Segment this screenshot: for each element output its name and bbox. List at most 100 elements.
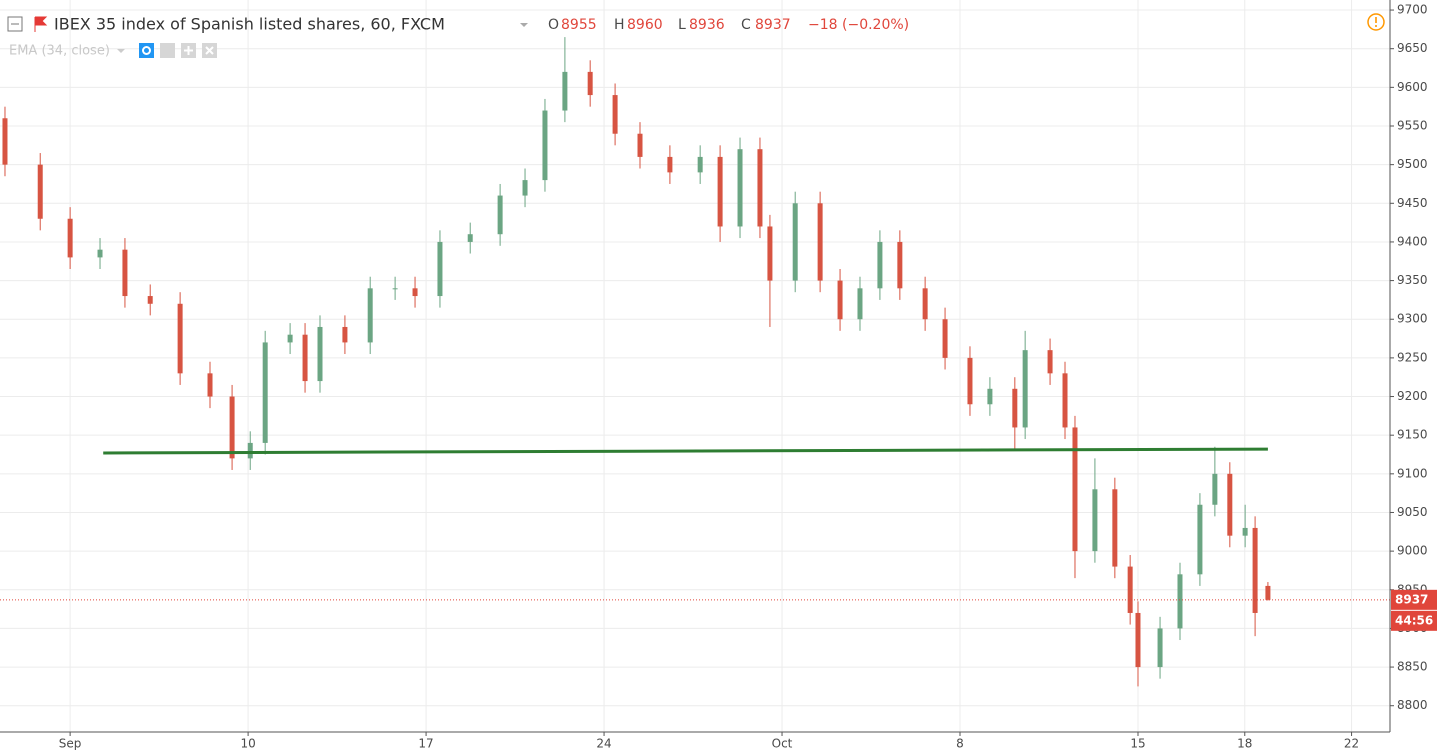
candle-body [522,180,528,196]
candle-body [1135,612,1141,668]
candle-body [1212,473,1218,505]
candle-body [922,288,928,320]
candle-body [122,249,128,297]
y-tick-label: 9300 [1397,312,1428,326]
candle-body [562,71,568,111]
eye-icon [142,46,151,55]
candle-body [467,234,473,242]
flag-icon[interactable] [34,16,48,32]
y-tick-label: 9100 [1397,466,1428,480]
candle-body [1112,489,1118,567]
candle-body [1227,473,1233,536]
change-value: −18 (−0.20%) [808,17,909,33]
candle-body [317,326,323,382]
x-tick-label: 10 [240,737,255,751]
y-tick-label: 9250 [1397,350,1428,364]
x-tick-label: 24 [596,737,611,751]
y-tick-label: 9700 [1397,3,1428,17]
candle-body [792,203,798,281]
candle-body [667,156,673,173]
candle-body [1252,527,1258,613]
dropdown-arrow[interactable] [520,23,528,27]
candle-body [942,319,948,358]
candle-body [1265,585,1271,600]
candle-body [1157,628,1163,668]
close-value: 8937 [755,17,791,33]
countdown-badge [1391,610,1437,631]
candle-body [737,149,743,227]
candle-body [1197,504,1203,575]
ohlc-legend: O 8955 H 8960 L 8936 8937 C 8937 −18 (−0… [548,17,909,33]
y-tick-label: 9400 [1397,234,1428,248]
candle-body [897,241,903,289]
last-price-badge [1391,589,1437,610]
high-value: 8960 [627,17,663,33]
candle-body [1092,489,1098,552]
indicator-label: EMA (34, close) [9,44,110,59]
y-tick-label: 9000 [1397,544,1428,558]
y-tick-label: 9200 [1397,389,1428,403]
candle-body [302,334,308,382]
x-tick-label: 8 [956,737,964,751]
countdown-label: 44:56 [1395,613,1433,627]
candle-body [412,288,418,297]
candle-body [817,203,823,281]
candle-body [229,396,235,459]
candle-body [207,373,213,397]
candle-body [612,95,618,134]
x-tick-label: 18 [1237,737,1252,751]
candle-body [837,280,843,320]
x-tick-label: Sep [59,737,82,751]
candle-body [697,156,703,173]
y-tick-label: 9600 [1397,80,1428,94]
candle-body [262,342,268,443]
x-tick-label: 22 [1344,737,1359,751]
visibility-button[interactable] [139,43,154,58]
candle-body [177,303,183,374]
x-tick-label: 17 [418,737,433,751]
candle-body [437,241,443,297]
candle-body [67,218,73,258]
button-icons [184,46,214,55]
candle-body [1072,427,1078,552]
open-value: 8955 [561,17,597,33]
candle-body [287,334,293,343]
y-tick-label: 8800 [1397,698,1428,712]
candle-body [987,388,993,405]
settings-button[interactable] [160,43,175,58]
candle-body [1127,566,1133,613]
candle-body [587,71,593,96]
candle-body [967,357,973,405]
candle-body [497,195,503,235]
low-value: 8936 [689,17,725,33]
candle-body [2,118,8,165]
y-tick-label: 8850 [1397,660,1428,674]
open-label: O [548,17,559,33]
candle-body [877,241,883,289]
candle-body [1047,350,1053,374]
candle-body [147,296,153,304]
candle-body [342,326,348,343]
grid [0,0,1390,732]
candle-body [1177,574,1183,629]
plot [0,37,1390,687]
trend-line [103,447,1268,455]
candle-body [717,156,723,227]
last-price-label: 8937 [1395,592,1428,606]
candle-body [1022,350,1028,428]
indicator-dropdown[interactable] [117,49,125,53]
x-tick-label: 15 [1130,737,1145,751]
candle-body [1012,388,1018,428]
x-tick-label: Oct [772,737,793,751]
y-tick-label: 9350 [1397,273,1428,287]
candle-body [857,288,863,320]
axes: 8800885089008950900090509100915092009250… [59,3,1437,751]
y-tick-label: 9450 [1397,196,1428,210]
candle-body [767,226,773,281]
candle-body [392,288,398,290]
close-letter: C [741,17,751,33]
chart-title: IBEX 35 index of Spanish listed shares, … [54,15,445,34]
y-tick-label: 9500 [1397,157,1428,171]
candle-body [542,110,548,181]
